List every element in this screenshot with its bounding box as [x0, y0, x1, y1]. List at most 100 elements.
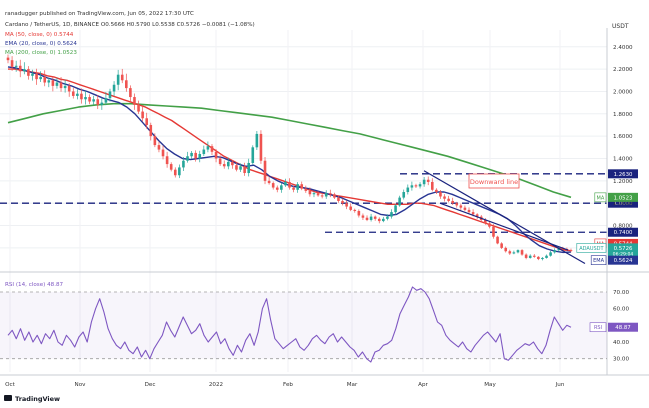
- candle-body: [382, 218, 385, 222]
- annotation-box: [468, 173, 520, 189]
- candle-body: [377, 218, 381, 222]
- candle-body: [14, 65, 18, 67]
- candle-body: [418, 184, 422, 187]
- candle-body: [18, 65, 22, 72]
- rsi-line: [7, 286, 572, 363]
- candle-body: [312, 193, 316, 195]
- badge-tag: ADAUSDT: [579, 246, 604, 252]
- candle-body: [288, 181, 291, 188]
- time-tick: Oct: [5, 382, 15, 388]
- candle-body: [198, 154, 202, 159]
- time-tick: Dec: [145, 382, 156, 388]
- ma50-line: [8, 68, 572, 252]
- candle-body: [84, 97, 87, 100]
- level-badge: [608, 227, 638, 237]
- candle-body: [410, 185, 414, 188]
- badge-value-box: [608, 243, 638, 257]
- candle-body: [504, 247, 508, 252]
- price-tick: 1.2000: [613, 179, 633, 185]
- candle-body: [186, 156, 189, 161]
- legend-ma50[interactable]: MA (50, close, 0) 0.5744: [5, 32, 74, 38]
- tradingview-logo-text: TradingView: [15, 395, 60, 403]
- header-publisher: ranadugger published on TradingView.com,…: [5, 11, 194, 17]
- candle-body: [149, 124, 153, 137]
- candle-body: [157, 145, 161, 150]
- candle-body: [71, 91, 75, 96]
- candle-body: [178, 167, 181, 176]
- candle-body: [35, 73, 38, 80]
- candlesticks: [6, 54, 573, 261]
- candle-body: [120, 74, 124, 81]
- time-tick: May: [484, 382, 496, 388]
- header-symbol[interactable]: Cardano / TetherUS, 1D, BINANCE O0.5666 …: [5, 22, 255, 28]
- candle-body: [537, 256, 540, 260]
- candle-body: [227, 161, 230, 167]
- candle-body: [23, 69, 26, 72]
- candle-body: [320, 195, 324, 197]
- candle-body: [145, 118, 149, 125]
- rsi-tag: RSI: [594, 325, 602, 331]
- candle-body: [231, 161, 234, 166]
- legend-rsi[interactable]: RSI (14, close) 48.87: [5, 282, 64, 288]
- level-badge: [608, 169, 638, 179]
- candle-body: [137, 104, 140, 112]
- candle-body: [239, 166, 242, 170]
- rsi-value: 48.87: [615, 325, 630, 331]
- candle-body: [284, 181, 287, 186]
- candle-body: [39, 76, 42, 80]
- badge-tag-box: [590, 255, 607, 265]
- candle-body: [243, 166, 246, 174]
- time-tick: Jun: [555, 382, 565, 388]
- level-label: 1.2630: [614, 172, 633, 178]
- candle-body: [67, 85, 71, 92]
- candle-body: [386, 216, 389, 219]
- trend-lines: [423, 170, 586, 265]
- candle-body: [365, 217, 369, 220]
- price-badges: MA1.0523MA0.5744ADAUSDT0.572606:29:04EMA…: [576, 192, 638, 265]
- candle-body: [116, 74, 120, 85]
- moving-averages: [7, 66, 572, 254]
- candle-body: [161, 149, 165, 157]
- badge-countdown: 06:29:04: [613, 251, 634, 257]
- candle-body: [63, 85, 67, 89]
- price-tick: 1.8000: [613, 112, 633, 118]
- candle-body: [80, 93, 83, 100]
- time-tick: Nov: [75, 382, 87, 388]
- badge-value: 0.5624: [614, 258, 633, 264]
- tradingview-logo[interactable]: TradingView: [4, 395, 60, 403]
- candle-body: [304, 188, 308, 191]
- candle-body: [280, 185, 283, 190]
- candle-body: [492, 226, 495, 237]
- legend-ma200[interactable]: MA (200, close, 0) 1.0523: [5, 50, 77, 56]
- candle-body: [447, 198, 450, 201]
- legend-ema20[interactable]: EMA (20, close, 0) 0.5624: [5, 41, 77, 47]
- rsi-tick: 70.00: [613, 290, 629, 296]
- time-tick: Feb: [283, 382, 293, 388]
- candle-body: [349, 206, 352, 210]
- candle-body: [500, 243, 503, 248]
- candle-body: [202, 149, 206, 155]
- candle-body: [357, 211, 361, 216]
- candle-body: [422, 179, 426, 185]
- candle-body: [512, 252, 516, 254]
- candle-body: [524, 254, 528, 258]
- candle-body: [369, 216, 373, 220]
- candle-body: [247, 162, 251, 174]
- candle-body: [267, 180, 271, 184]
- candle-body: [235, 165, 238, 170]
- candle-body: [394, 205, 397, 213]
- candle-body: [443, 196, 446, 199]
- candle-body: [488, 223, 491, 227]
- trend-line-lower: [439, 202, 569, 251]
- candle-body: [259, 133, 263, 161]
- candle-body: [100, 102, 104, 105]
- price-tick: 1.4000: [613, 156, 633, 162]
- badge-value: 1.0523: [614, 195, 633, 201]
- candle-body: [169, 164, 173, 170]
- candle-body: [341, 200, 344, 204]
- candle-body: [51, 80, 55, 86]
- candle-body: [218, 158, 222, 165]
- time-tick: 2022: [209, 382, 223, 388]
